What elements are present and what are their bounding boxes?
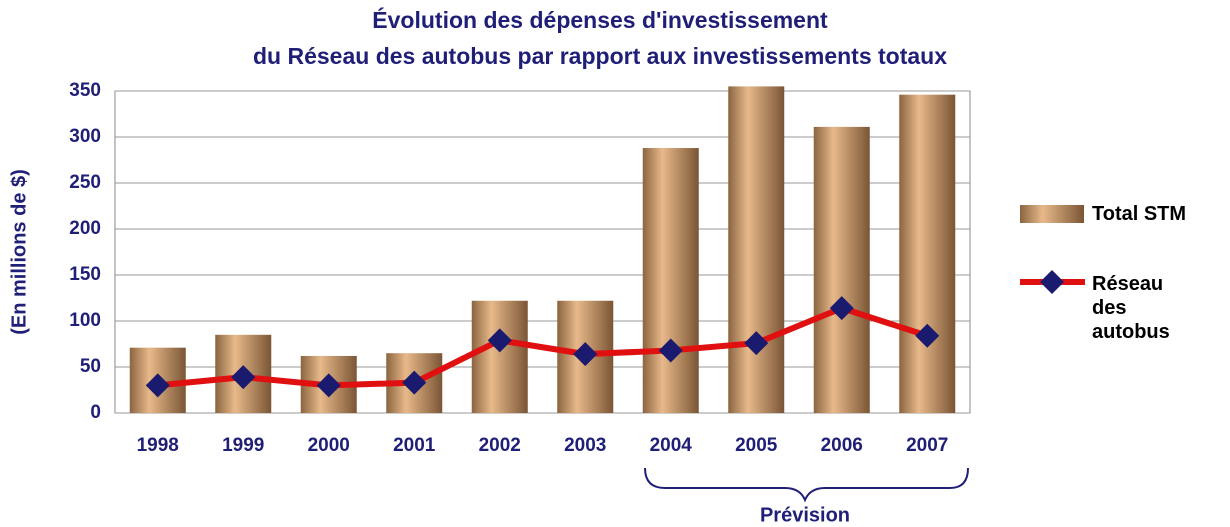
y-tick-label: 300 [69,126,101,147]
x-tick-label: 2002 [479,435,521,456]
bar [642,148,699,414]
chart-title: Évolution des dépenses d'investissement [372,6,828,33]
legend-label: Total STM [1092,203,1187,225]
marker [402,370,427,395]
legend-label: Réseau des autobus [1092,273,1170,343]
forecast-brace [644,467,969,503]
marker [487,328,512,353]
y-axis-label: (En millions de $) [8,169,30,335]
y-tick-label: 350 [69,80,101,101]
marker [145,373,170,398]
marker [316,373,341,398]
marker [573,342,598,367]
x-tick-label: 2003 [564,435,606,456]
annotation: Prévision [760,504,850,526]
x-tick-label: 1998 [137,435,179,456]
x-tick-label: 2000 [308,435,350,456]
bar [728,86,785,414]
bar [813,126,870,413]
marker [744,331,769,356]
chart-title: du Réseau des autobus par rapport aux in… [253,43,947,69]
bar [471,300,528,413]
marker [915,323,940,348]
y-tick-label: 200 [69,218,101,239]
y-tick-label: 0 [90,402,101,423]
x-tick-label: 2001 [393,435,436,456]
legend-swatch [1040,270,1064,294]
y-tick-label: 150 [69,264,101,285]
x-tick-label: 2007 [906,435,948,456]
x-tick-label: 2004 [650,435,693,456]
marker [829,296,854,321]
x-tick-label: 2005 [735,435,778,456]
y-tick-label: 100 [69,310,101,331]
marker [231,365,256,390]
x-tick-label: 1999 [222,435,264,456]
y-tick-label: 50 [80,356,101,377]
x-tick-label: 2006 [821,435,863,456]
legend-swatch [1020,205,1084,223]
line [157,305,929,389]
marker [658,338,683,363]
y-tick-label: 250 [69,172,101,193]
bar [899,94,956,414]
